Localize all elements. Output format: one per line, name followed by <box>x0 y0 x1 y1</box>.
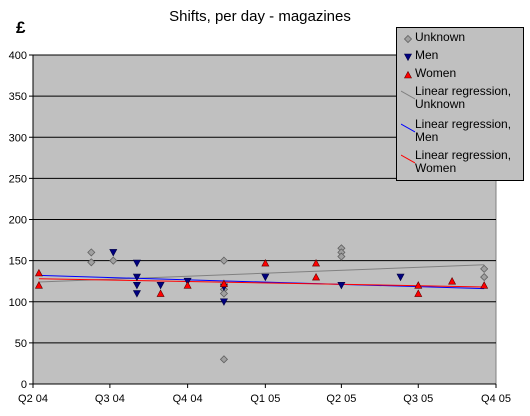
line-icon <box>401 90 415 100</box>
legend-label: Linear regression, Unknown <box>415 84 512 111</box>
point-unknown <box>480 273 489 282</box>
point-men <box>132 281 141 290</box>
point-women <box>312 272 321 281</box>
legend-line-swatch <box>401 123 415 133</box>
legend-marker-swatch <box>403 70 413 79</box>
y-axis-label: £ <box>16 18 26 37</box>
y-tick-label: 200 <box>9 215 27 227</box>
point-women <box>219 279 228 287</box>
legend-line-swatch <box>401 90 415 100</box>
point-women <box>414 289 423 297</box>
point-unknown <box>109 256 118 265</box>
x-tick-label: Q4 05 <box>481 393 511 405</box>
y-tick-label: 0 <box>21 379 27 391</box>
legend: Unknown Men Women Linear regression, Unk… <box>396 27 524 181</box>
point-women <box>261 258 270 267</box>
x-tick-label: Q3 05 <box>403 393 433 405</box>
point-men <box>396 273 405 282</box>
point-women <box>480 281 489 289</box>
x-tick-label: Q3 04 <box>95 393 125 405</box>
legend-label: Women <box>415 66 457 80</box>
y-tick-label: 300 <box>9 132 27 144</box>
point-women <box>34 281 43 289</box>
regression-line-men <box>38 274 485 290</box>
x-tick-label: Q4 04 <box>173 393 203 405</box>
point-women <box>34 268 43 277</box>
point-men <box>132 273 141 282</box>
y-tick-label: 100 <box>9 297 27 309</box>
chart-title: Shifts, per day - magazines <box>169 8 351 25</box>
legend-label: Unknown <box>415 30 466 44</box>
legend-marker-swatch <box>403 34 413 44</box>
point-men <box>261 273 270 282</box>
regression-line-unknown <box>38 264 485 283</box>
point-unknown <box>219 256 229 265</box>
legend-line-swatch <box>401 154 415 164</box>
y-tick-label: 350 <box>9 91 27 103</box>
legend-marker-swatch <box>403 53 413 62</box>
line-icon <box>401 154 415 164</box>
point-unknown <box>87 248 96 257</box>
point-unknown <box>87 258 96 267</box>
y-tick-label: 400 <box>9 50 27 62</box>
point-men <box>219 298 228 306</box>
y-tick-label: 150 <box>9 256 27 268</box>
point-unknown <box>219 355 229 364</box>
point-women <box>312 258 321 267</box>
point-unknown <box>337 252 346 261</box>
point-women <box>448 277 457 285</box>
legend-label: Men <box>415 48 439 62</box>
y-tick-label: 50 <box>15 338 27 350</box>
legend-label: Linear regression, Women <box>415 148 512 175</box>
point-men <box>132 259 141 268</box>
point-women <box>414 281 423 289</box>
x-tick-label: Q2 04 <box>18 393 48 405</box>
point-women <box>183 281 192 289</box>
x-tick-label: Q2 05 <box>326 393 356 405</box>
point-men <box>132 290 141 298</box>
point-men <box>109 249 118 257</box>
diamond-icon <box>403 34 413 44</box>
y-tick-label: 250 <box>9 173 27 185</box>
triangle-down-icon <box>403 53 413 62</box>
regression-line-women <box>38 278 485 288</box>
legend-label: Linear regression, Men <box>415 117 512 144</box>
triangle-icon <box>403 70 413 79</box>
x-tick-label: Q1 05 <box>250 393 280 405</box>
point-unknown <box>480 264 489 273</box>
line-icon <box>401 123 415 133</box>
point-men <box>337 281 346 290</box>
point-unknown <box>219 289 229 298</box>
point-women <box>156 289 165 297</box>
point-men <box>156 281 165 290</box>
